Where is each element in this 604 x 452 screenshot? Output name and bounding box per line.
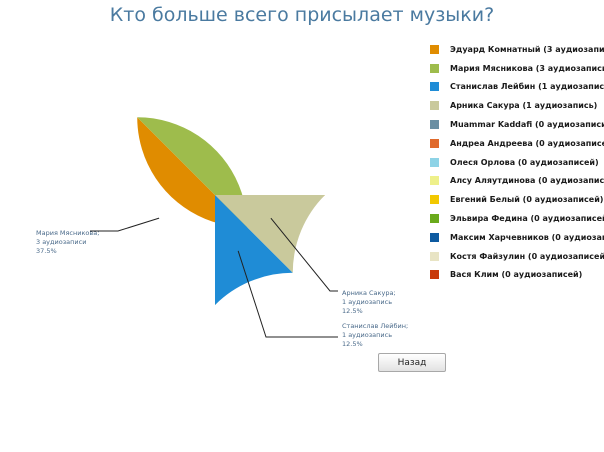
legend-item: Максим Харчевников (0 аудиозаписей) [430,228,604,247]
slice-labels: Мария Мясникова; 3 аудиозаписи 37.5% Арника… [36,229,408,348]
pie-slice [215,195,325,273]
legend-item: Эдуард Комнатный (3 аудиозаписи) [430,40,604,59]
leader-line [90,217,160,232]
legend-label: Евгений Белый (0 аудиозаписей) [450,195,604,205]
legend-label: Олеся Орлова (0 аудиозаписей) [450,157,599,167]
back-button[interactable]: Назад [378,353,446,372]
leader-line [270,217,338,292]
legend-swatch [430,63,439,73]
legend-item: Евгений Белый (0 аудиозаписей) [430,190,604,209]
legend-swatch [430,176,439,186]
slice-label: Станислав Лейбин; 1 аудиозапись 12.5% [342,322,408,348]
legend-swatch [430,232,439,242]
legend-label: Станислав Лейбин (1 аудиозапись) [450,82,604,92]
slice-label: Арника Сакура; 1 аудиозапись 12.5% [342,289,396,315]
legend-item: Muammar Kaddafi (0 аудиозаписи) [430,115,604,134]
legend-swatch [430,44,439,54]
legend-item: Андреа Андреева (0 аудиозаписей) [430,134,604,153]
legend-item: Костя Файзулин (0 аудиозаписей) [430,247,604,266]
legend-item: Вася Клим (0 аудиозаписей) [430,266,602,285]
pie-slices [137,117,325,305]
legend-swatch [430,157,439,167]
legend-item: Арника Сакура (1 аудиозапись) [430,96,602,115]
chart-legend: Эдуард Комнатный (3 аудиозаписи) Мария Мя… [430,40,604,285]
slice-label: Мария Мясникова; 3 аудиозаписи 37.5% [36,229,99,255]
leader-line [237,250,338,338]
legend-item: Алсу Аляутдинова (0 аудиозаписей) [430,172,604,191]
legend-swatch [430,214,439,224]
legend-item: Олеся Орлова (0 аудиозаписей) [430,153,602,172]
legend-label: Muammar Kaddafi (0 аудиозаписи) [450,120,604,130]
legend-label: Андреа Андреева (0 аудиозаписей) [450,138,604,148]
legend-label: Арника Сакура (1 аудиозапись) [450,101,598,111]
leader-lines [90,217,338,338]
legend-swatch [430,270,439,280]
chart-title: Кто больше всего присылает музыки? [109,4,495,26]
legend-label: Мария Мясникова (3 аудиозаписи) [450,63,604,73]
legend-swatch [430,138,439,148]
legend-swatch [430,82,439,92]
legend-item: Мария Мясникова (3 аудиозаписи) [430,59,604,78]
legend-swatch [430,120,439,130]
legend-swatch [430,101,439,111]
legend-label: Эльвира Федина (0 аудиозаписей) [450,214,604,224]
legend-swatch [430,195,439,205]
legend-label: Алсу Аляутдинова (0 аудиозаписей) [450,176,604,186]
legend-label: Максим Харчевников (0 аудиозаписей) [450,232,604,242]
legend-label: Костя Файзулин (0 аудиозаписей) [450,251,604,261]
legend-item: Станислав Лейбин (1 аудиозапись) [430,78,604,97]
legend-swatch [430,251,439,261]
pie-slice [215,195,293,305]
legend-item: Эльвира Федина (0 аудиозаписей) [430,209,604,228]
legend-label: Эдуард Комнатный (3 аудиозаписи) [450,44,604,54]
legend-label: Вася Клим (0 аудиозаписей) [450,270,583,280]
